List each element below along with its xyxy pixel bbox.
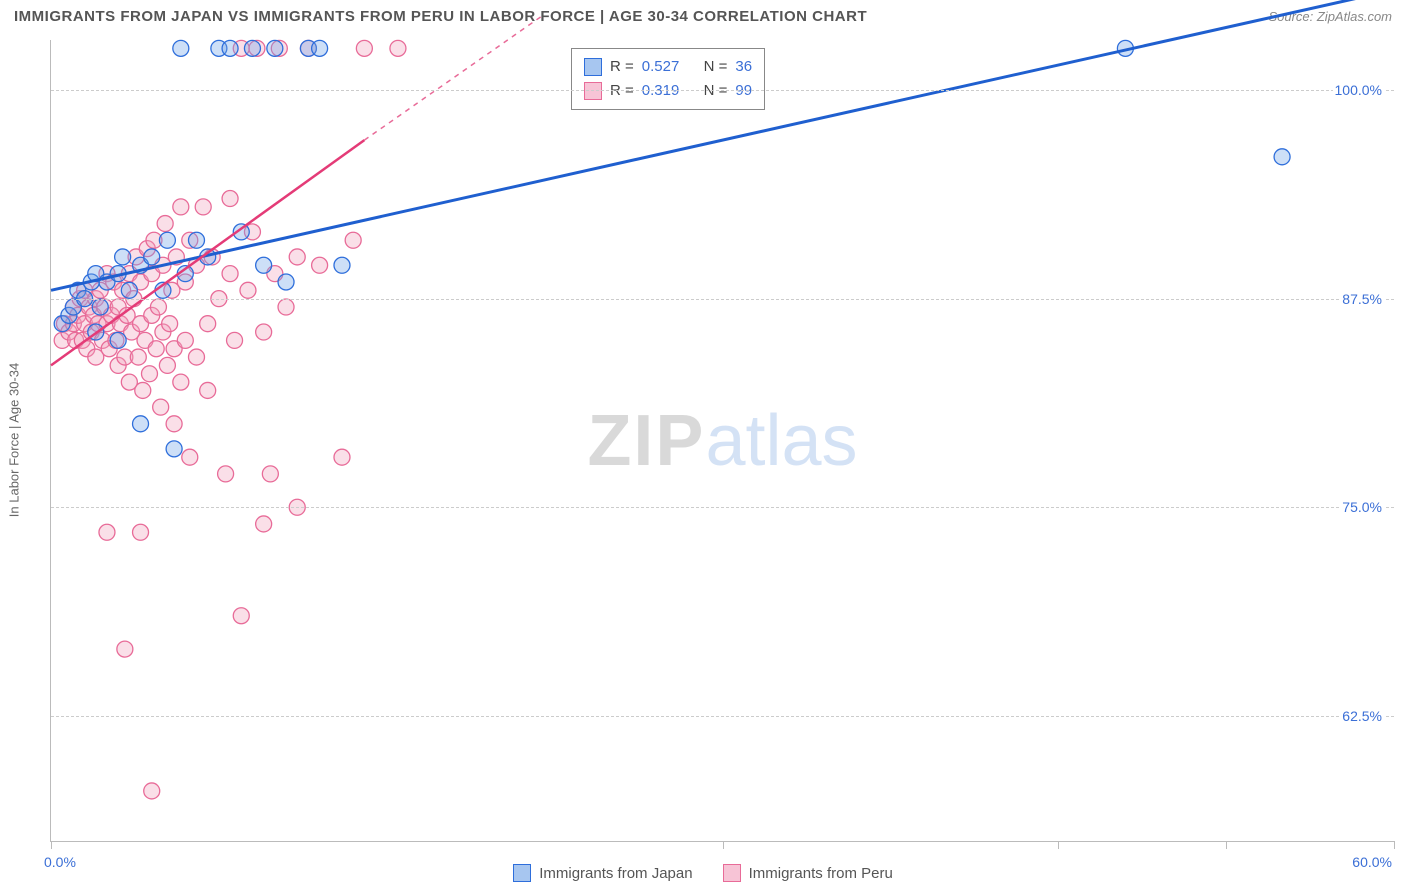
gridline [51,90,1394,91]
point-peru [150,299,166,315]
point-peru [222,191,238,207]
x-tick-0: 0.0% [44,854,76,870]
legend-swatch-japan [513,864,531,882]
point-japan [256,257,272,273]
bottom-legend: Immigrants from Japan Immigrants from Pe… [0,864,1406,882]
point-japan [92,299,108,315]
y-tick-label: 75.0% [1340,499,1384,515]
n-japan: 36 [735,55,752,79]
point-peru [334,449,350,465]
point-peru [173,199,189,215]
point-peru [195,199,211,215]
point-peru [262,466,278,482]
point-japan [166,441,182,457]
point-japan [278,274,294,290]
point-peru [159,357,175,373]
point-peru [162,316,178,332]
point-peru [133,524,149,540]
point-peru [390,40,406,56]
point-japan [222,40,238,56]
gridline [51,299,1394,300]
point-peru [135,382,151,398]
point-peru [188,349,204,365]
point-japan [244,40,260,56]
chart-plot-area: ZIPatlas R = 0.527 N = 36 R = 0.319 N = … [50,40,1394,842]
point-peru [218,466,234,482]
point-japan [173,40,189,56]
point-peru [182,449,198,465]
point-peru [157,216,173,232]
point-peru [130,349,146,365]
point-peru [200,382,216,398]
x-tick [51,841,52,849]
trendline-peru-dash [364,15,543,140]
point-japan [110,332,126,348]
chart-title: IMMIGRANTS FROM JAPAN VS IMMIGRANTS FROM… [14,8,867,25]
x-tick [1394,841,1395,849]
legend-label-japan: Immigrants from Japan [539,865,692,882]
scatter-svg [51,40,1394,841]
y-tick-label: 62.5% [1340,708,1384,724]
swatch-japan [584,58,602,76]
point-peru [345,232,361,248]
stats-legend: R = 0.527 N = 36 R = 0.319 N = 99 [571,48,765,110]
y-tick-label: 100.0% [1333,82,1384,98]
point-peru [256,516,272,532]
point-peru [117,641,133,657]
point-peru [240,282,256,298]
gridline [51,716,1394,717]
x-tick [723,841,724,849]
legend-swatch-peru [723,864,741,882]
chart-source: Source: ZipAtlas.com [1268,9,1392,24]
point-peru [278,299,294,315]
y-tick-label: 87.5% [1340,291,1384,307]
point-japan [115,249,131,265]
point-japan [1274,149,1290,165]
point-japan [188,232,204,248]
point-peru [222,266,238,282]
point-japan [334,257,350,273]
point-peru [173,374,189,390]
point-peru [256,324,272,340]
x-tick [1226,841,1227,849]
point-peru [166,416,182,432]
r-japan: 0.527 [642,55,680,79]
point-japan [133,416,149,432]
point-peru [177,332,193,348]
point-peru [200,316,216,332]
point-peru [99,524,115,540]
point-peru [312,257,328,273]
legend-label-peru: Immigrants from Peru [749,865,893,882]
point-japan [312,40,328,56]
gridline [51,507,1394,508]
point-japan [159,232,175,248]
point-peru [153,399,169,415]
point-peru [144,783,160,799]
point-peru [148,341,164,357]
point-peru [141,366,157,382]
point-peru [233,608,249,624]
point-japan [144,249,160,265]
x-tick [1058,841,1059,849]
point-peru [289,249,305,265]
point-japan [121,282,137,298]
y-axis-label: In Labor Force | Age 30-34 [7,363,22,517]
point-peru [227,332,243,348]
point-peru [356,40,372,56]
x-tick-60: 60.0% [1352,854,1392,870]
point-japan [267,40,283,56]
